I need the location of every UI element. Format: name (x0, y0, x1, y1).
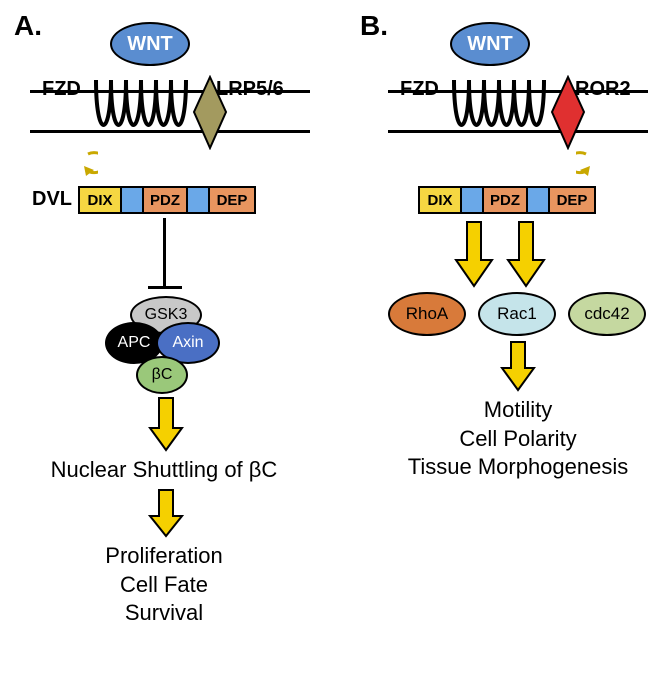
out-b-3: Tissue Morphogenesis (378, 453, 658, 482)
out-b-2: Cell Polarity (378, 425, 658, 454)
lrp-diamond (190, 75, 230, 150)
out-b-1: Motility (378, 396, 658, 425)
rac1-oval: Rac1 (478, 292, 556, 336)
dvl-domains-b: DIX PDZ DEP (418, 186, 596, 214)
wnt-oval-a: WNT (110, 22, 190, 66)
fzd-receptor-a (86, 70, 196, 152)
arrow-a-1 (148, 396, 184, 452)
out-a-3: Survival (24, 599, 304, 628)
axin-label: Axin (172, 334, 203, 352)
cdc42-label: cdc42 (584, 304, 629, 324)
fzd-label-a: FZD (42, 78, 81, 101)
outputs-a: Proliferation Cell Fate Survival (24, 542, 304, 628)
arrow-a-2 (148, 488, 184, 538)
cdc42-oval: cdc42 (568, 292, 646, 336)
dvl-pdz-b: PDZ (484, 188, 528, 212)
nuclear-shuttling-text: Nuclear Shuttling of βC (24, 456, 304, 485)
arrow-b-left (454, 220, 494, 288)
arrow-b-down (500, 340, 536, 392)
inhibit-cap (148, 286, 182, 289)
rhoa-label: RhoA (406, 304, 449, 324)
dvl-dep-a: DEP (210, 188, 254, 212)
rac1-label: Rac1 (497, 304, 537, 324)
dvl-link1-a (122, 188, 144, 212)
wnt-label-b: WNT (467, 33, 513, 56)
ror2-diamond (548, 75, 588, 150)
dvl-label-a: DVL (32, 188, 72, 211)
wnt-label-a: WNT (127, 33, 173, 56)
dvl-dep-b: DEP (550, 188, 594, 212)
bc-label: βC (152, 366, 173, 384)
dvl-pdz-a: PDZ (144, 188, 188, 212)
dvl-domains-a: DIX PDZ DEP (78, 186, 256, 214)
gsk3-label: GSK3 (145, 306, 188, 324)
fzd-receptor-b (444, 70, 554, 152)
dvl-dix-a: DIX (80, 188, 122, 212)
dvl-link1-b (462, 188, 484, 212)
inhibit-stem (163, 218, 166, 286)
bc-oval: βC (136, 356, 188, 394)
dvl-link2-b (528, 188, 550, 212)
dvl-dix-b: DIX (420, 188, 462, 212)
dvl-link2-a (188, 188, 210, 212)
curved-arrow-b (576, 148, 616, 178)
panel-a-label: A. (14, 10, 42, 42)
rhoa-oval: RhoA (388, 292, 466, 336)
curved-arrow-a (58, 148, 98, 178)
outputs-b: Motility Cell Polarity Tissue Morphogene… (378, 396, 658, 482)
fzd-label-b: FZD (400, 78, 439, 101)
arrow-b-right (506, 220, 546, 288)
panel-b-label: B. (360, 10, 388, 42)
out-a-2: Cell Fate (24, 571, 304, 600)
out-a-1: Proliferation (24, 542, 304, 571)
apc-label: APC (118, 334, 151, 352)
wnt-oval-b: WNT (450, 22, 530, 66)
